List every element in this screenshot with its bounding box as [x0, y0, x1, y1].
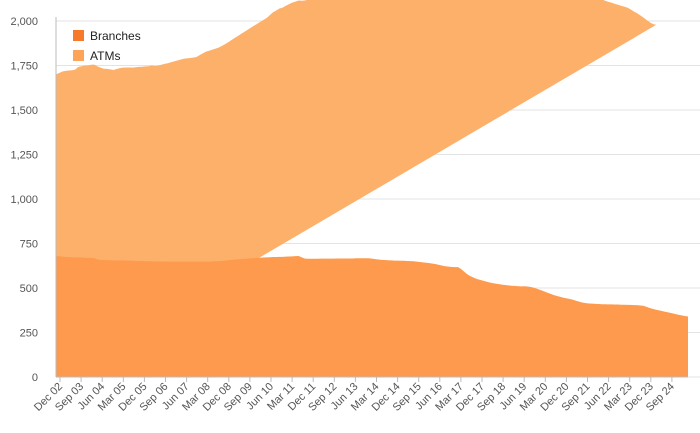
axes — [55, 17, 688, 378]
y-tick-label: 1,500 — [10, 105, 38, 117]
y-tick-label: 750 — [20, 239, 38, 251]
legend-label-branches: Branches — [90, 29, 141, 43]
y-tick-label: 1,000 — [10, 194, 38, 206]
legend-swatch-branches — [73, 30, 84, 41]
area-series-layer — [56, 0, 688, 377]
legend-label-atms: ATMs — [90, 49, 120, 63]
y-tick-label: 1,250 — [10, 150, 38, 162]
y-tick-label: 0 — [32, 372, 38, 384]
y-tick-label: 1,750 — [10, 61, 38, 73]
y-axis-tick-labels: 0 250 500 750 1,000 1,250 1,500 1,750 2,000 — [10, 16, 38, 384]
y-tick-label: 250 — [20, 328, 38, 340]
area-branches — [56, 255, 688, 377]
y-tick-label: 2,000 — [10, 16, 38, 28]
y-tick-label: 500 — [20, 283, 38, 295]
legend: Branches ATMs — [73, 29, 141, 63]
legend-swatch-atms — [73, 50, 84, 61]
